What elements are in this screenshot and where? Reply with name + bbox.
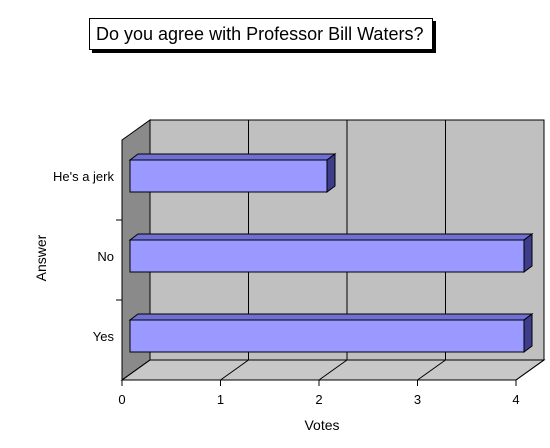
x-tick-label: 3	[414, 392, 421, 407]
bar	[129, 159, 328, 193]
bar-top	[128, 153, 337, 161]
chart-title: Do you agree with Professor Bill Waters?	[89, 18, 433, 50]
bar-top	[128, 233, 534, 241]
y-axis-label: Answer	[33, 234, 49, 281]
floor-gridline	[417, 359, 446, 381]
x-axis-label: Votes	[304, 417, 339, 433]
y-tick-label: Yes	[93, 329, 115, 344]
x-tick-label: 1	[217, 392, 224, 407]
x-tick-label: 2	[315, 392, 322, 407]
x-tick-label: 4	[512, 392, 519, 407]
bar-side	[523, 313, 533, 353]
bar-top	[128, 313, 534, 321]
bar-side	[523, 233, 533, 273]
y-tick-label: No	[97, 249, 114, 264]
floor-gridline	[515, 359, 545, 381]
bar	[129, 239, 525, 273]
floor-gridline	[318, 359, 348, 381]
y-tick-label: He's a jerk	[53, 169, 115, 184]
floor-gridline	[121, 359, 151, 381]
x-tick-label: 0	[118, 392, 125, 407]
bar-side	[326, 153, 336, 193]
bar	[129, 319, 525, 353]
floor-gridline	[220, 359, 249, 381]
